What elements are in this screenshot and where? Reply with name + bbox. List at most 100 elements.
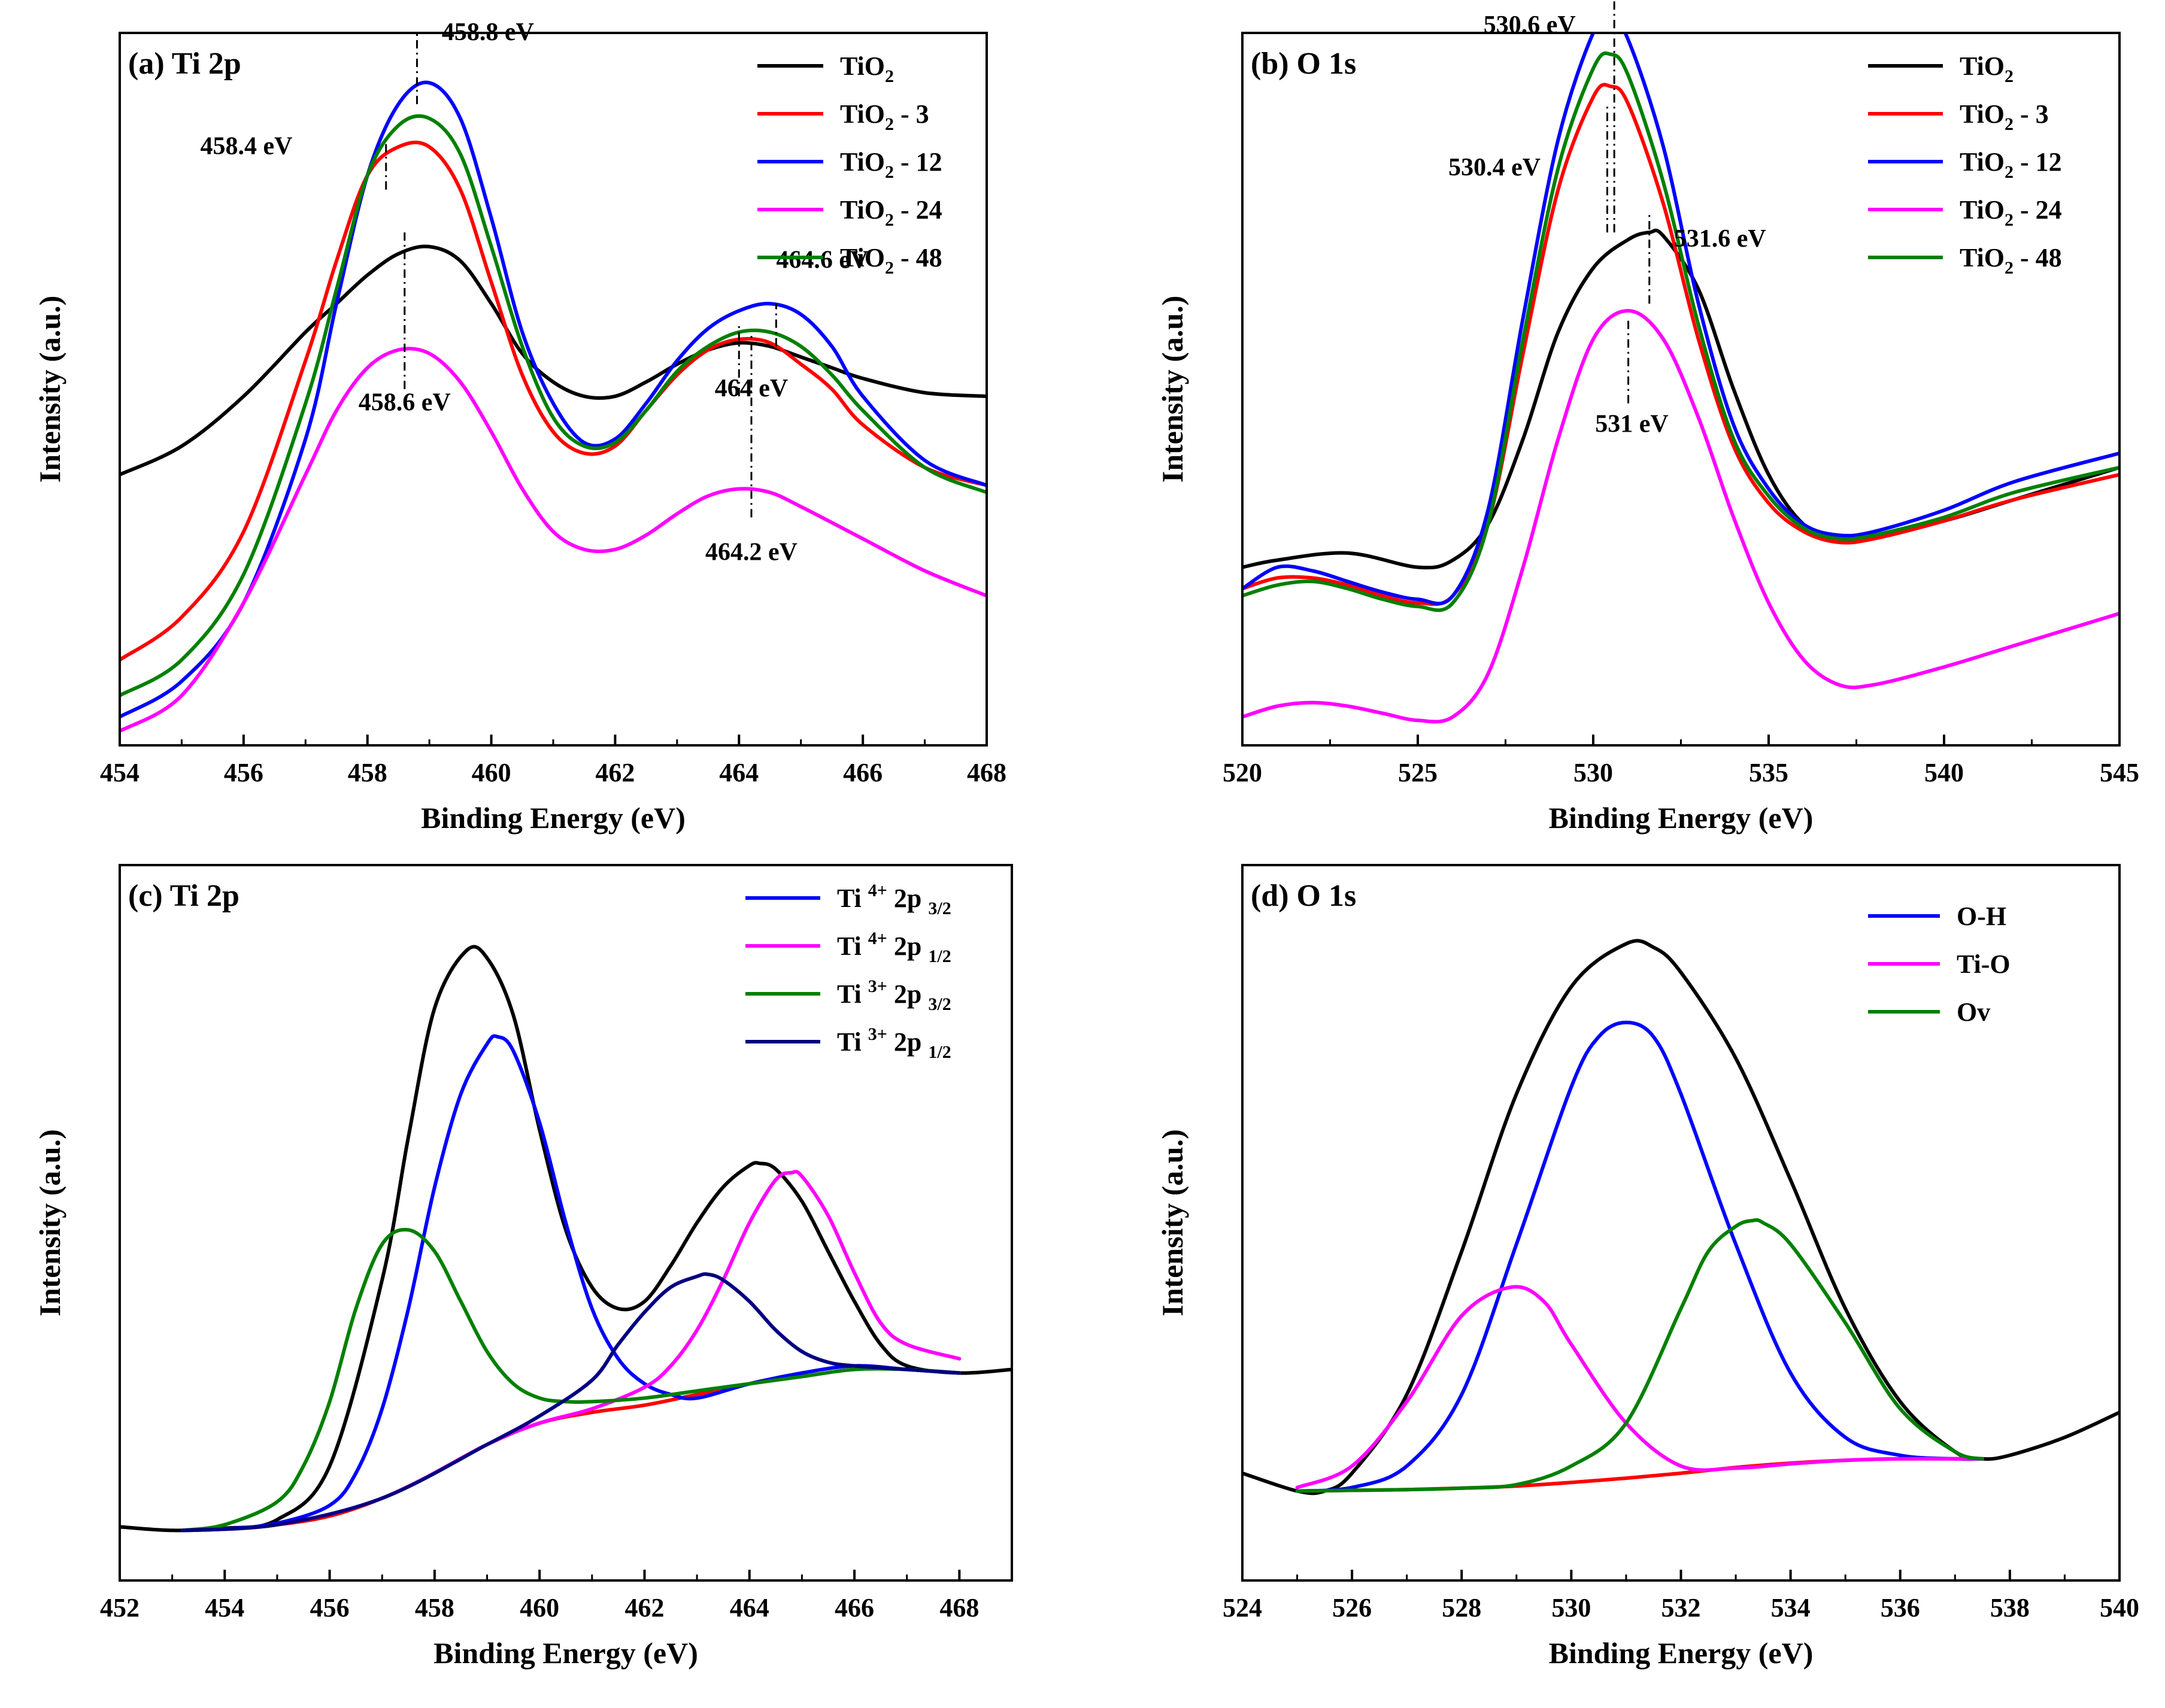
x-tick-label: 462: [595, 758, 635, 787]
legend-label-part: - 24: [2014, 195, 2062, 225]
legend-label-part: TiO: [1960, 195, 2005, 225]
legend-label-part: 2: [2005, 162, 2014, 182]
x-tick-label: 458: [415, 1593, 454, 1622]
x-tick-label: 532: [1661, 1593, 1701, 1622]
legend-label-part: 3+: [868, 1024, 887, 1044]
annotation-label: 464.6 eV: [776, 247, 868, 274]
legend-label-part: 2: [2005, 210, 2014, 230]
x-axis-title: Binding Energy (eV): [1549, 801, 1814, 835]
legend-label: TiO2 - 3: [840, 99, 929, 134]
panel-c: 452 454 456 458 460 462 464 466 468 Binding Energ…: [33, 864, 1013, 1670]
legend-label: TiO2 - 3: [1960, 99, 2049, 134]
series-o-h-line: [1295, 1020, 1985, 1493]
annotation-label: 458.4 eV: [200, 132, 292, 160]
legend-label-part: 2: [2005, 66, 2014, 86]
x-tick-label: 538: [1990, 1593, 2030, 1622]
legend-label-part: TiO: [840, 243, 885, 272]
legend-label: Ti 4+ 2p 3/2: [837, 881, 951, 918]
x-axis: 520 525 530 535 540 545: [1223, 735, 2139, 787]
legend-label-part: 4+: [868, 881, 887, 900]
panel-d: 524 526 528 530 532 534 536 538 540 Binding Energ…: [1156, 864, 2139, 1670]
x-tick-label: 530: [1551, 1593, 1591, 1622]
x-tick-label: 456: [224, 758, 263, 787]
legend-label-part: TiO: [840, 147, 885, 177]
legend-label-part: TiO: [1960, 243, 2005, 272]
x-tick-label: 466: [843, 758, 883, 787]
series-ov-line: [1295, 1218, 1985, 1493]
legend-label-part: - 12: [894, 147, 942, 177]
series-tio2-3-line: [120, 140, 987, 662]
x-axis-title: Binding Energy (eV): [1549, 1636, 1814, 1670]
legend-label: Ti 3+ 2p 3/2: [837, 976, 951, 1014]
legend-label-part: 2p: [887, 884, 928, 913]
legend-label-part: Ti: [837, 979, 868, 1009]
series-tio2-3-line: [1242, 83, 2119, 606]
legend-label: TiO2: [1960, 51, 2014, 86]
legend-label-part: - 48: [894, 243, 942, 272]
x-tick-label: 468: [939, 1593, 979, 1622]
legend-label-part: TiO: [840, 195, 885, 225]
legend-label-part: TiO: [840, 99, 885, 129]
legend-label-part: 1/2: [928, 946, 951, 966]
legend-label-part: Ti: [837, 884, 868, 913]
legend-label-part: 4+: [868, 929, 887, 948]
legend-label-part: O-H: [1957, 902, 2006, 931]
series-tio2-24-line: [120, 347, 987, 733]
y-axis-title: Intensity (a.u.): [1156, 296, 1189, 483]
legend-label-part: 2p: [887, 1027, 928, 1057]
x-tick-label: 464: [719, 758, 759, 787]
legend-label-part: 2p: [887, 932, 928, 961]
legend-label-part: Ti: [837, 932, 868, 961]
x-axis-title: Binding Energy (eV): [433, 1636, 698, 1670]
plot-frame: [119, 864, 1013, 1582]
legend-label-part: - 48: [2014, 243, 2062, 272]
legend: O-H Ti-O Ov: [1868, 902, 2011, 1027]
x-axis-title: Binding Energy (eV): [421, 801, 686, 835]
x-tick-label: 462: [624, 1593, 664, 1622]
legend-label-part: 3+: [868, 976, 887, 996]
series-group: [1242, 939, 2119, 1495]
legend-label: Ti 3+ 2p 1/2: [837, 1024, 951, 1062]
legend-label: TiO2: [840, 51, 894, 86]
x-tick-label: 535: [1749, 758, 1788, 787]
series-group: [1242, 33, 2119, 724]
legend-label-part: 2p: [887, 979, 928, 1009]
plot-frame: [1241, 32, 2121, 747]
annotation-label: 531 eV: [1595, 410, 1668, 438]
legend-label-part: 3/2: [928, 899, 951, 918]
legend-label-part: TiO: [840, 51, 885, 81]
series-tio2-48-line: [120, 114, 987, 697]
legend-label: TiO2 - 24: [1960, 195, 2062, 230]
legend-label-part: TiO: [1960, 99, 2005, 129]
x-tick-label: 460: [472, 758, 511, 787]
panel-label: (a) Ti 2p: [128, 47, 241, 81]
x-tick-label: 536: [1881, 1593, 1920, 1622]
x-tick-label: 530: [1573, 758, 1613, 787]
panel-label: (b) O 1s: [1251, 47, 1356, 81]
legend-label-part: Ti: [837, 1027, 868, 1057]
legend-label-part: Ov: [1957, 997, 1990, 1027]
panel-label: (c) Ti 2p: [128, 879, 239, 913]
x-axis: 452 454 456 458 460 462 464 466 468: [100, 1570, 979, 1622]
y-axis-title: Intensity (a.u.): [1156, 1129, 1189, 1316]
y-axis-title: Intensity (a.u.): [33, 1129, 66, 1316]
x-tick-label: 540: [1924, 758, 1964, 787]
series-ti-3-2p-3-2-line: [181, 1227, 962, 1533]
x-tick-label: 520: [1223, 758, 1262, 787]
series-tio2-12-line: [120, 80, 987, 719]
x-tick-label: 525: [1398, 758, 1438, 787]
legend-label: TiO2 - 12: [1960, 147, 2062, 182]
legend-label: Ti-O: [1957, 949, 2011, 979]
legend-label-part: 2: [885, 210, 894, 230]
legend-label: Ov: [1957, 997, 1990, 1027]
legend-label-part: TiO: [1960, 51, 2005, 81]
x-tick-label: 458: [348, 758, 387, 787]
legend-label-part: - 24: [894, 195, 942, 225]
legend-label-part: - 3: [2014, 99, 2049, 129]
x-tick-label: 545: [2100, 758, 2139, 787]
legend-label-part: - 12: [2014, 147, 2062, 177]
